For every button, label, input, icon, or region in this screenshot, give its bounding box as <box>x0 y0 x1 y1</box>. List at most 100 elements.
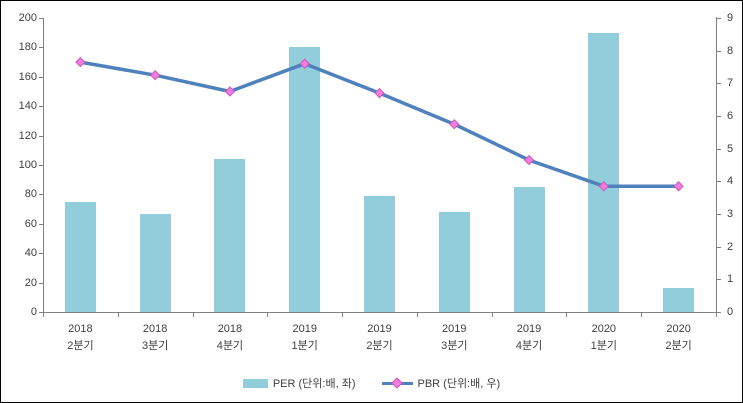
legend-label: PER (단위:배, 좌) <box>272 378 356 390</box>
pbr-marker <box>449 118 460 130</box>
pbr-line-layer <box>75 56 684 192</box>
left-axis-tick-label: 60 <box>24 217 37 230</box>
pbr-line <box>78 60 681 188</box>
per-bar <box>663 288 695 312</box>
x-axis-category-line: 2019 <box>367 323 392 335</box>
right-axis-tick-label: 6 <box>727 110 734 122</box>
left-axis-tick-label: 40 <box>24 247 37 260</box>
legend-pbr-line-sample <box>381 376 413 389</box>
right-axis-tick-label: 7 <box>727 77 734 90</box>
per-bar <box>139 213 171 312</box>
left-axis-tick-label: 100 <box>18 159 37 171</box>
x-axis-category-line: 2018 <box>217 323 243 335</box>
x-axis-category-line: 2020 <box>591 323 617 335</box>
per-bar <box>588 32 620 312</box>
x-axis-category-label: 2018 2분기 <box>43 321 118 355</box>
x-axis-tick <box>491 313 493 317</box>
x-axis-category-line: 2019 <box>292 323 317 335</box>
left-axis-tick <box>39 253 43 255</box>
pbr-marker <box>598 181 610 192</box>
x-axis-category-line: 2018 <box>142 323 168 335</box>
right-axis-tick <box>717 83 721 85</box>
right-axis-tick-label: 0 <box>727 306 734 318</box>
x-axis-category-label: 2019 1분기 <box>267 321 342 355</box>
x-axis-category-label: 2019 4분기 <box>492 321 567 355</box>
pbr-marker <box>224 86 236 97</box>
right-axis-tick-label: 8 <box>727 44 734 57</box>
right-axis-tick <box>717 279 721 281</box>
right-axis-tick-label: 4 <box>727 175 734 188</box>
per-bar <box>214 159 246 312</box>
x-axis-category-line: 1분기 <box>590 340 617 352</box>
x-axis-category-line: 1분기 <box>291 340 318 352</box>
x-axis-category-line: 2020 <box>666 323 691 335</box>
pbr-marker <box>149 69 161 81</box>
x-axis-tick <box>192 313 194 317</box>
per-bar <box>64 201 96 312</box>
pbr-marker <box>75 56 86 68</box>
pbr-marker <box>673 181 684 192</box>
x-axis-tick <box>641 313 643 317</box>
left-axis-tick-label: 160 <box>18 70 37 83</box>
right-axis-tick <box>717 148 721 150</box>
x-axis-category-line: 4분기 <box>515 340 543 352</box>
left-axis-tick <box>39 223 43 225</box>
x-axis-category-label: 2020 2분기 <box>641 321 716 355</box>
x-axis-tick <box>267 313 269 317</box>
pbr-marker <box>523 154 535 166</box>
x-axis-category-line: 2분기 <box>67 340 94 352</box>
left-axis-tick <box>39 106 43 108</box>
per-bar <box>364 195 395 312</box>
pbr-marker <box>299 58 310 69</box>
x-axis-category-line: 2분기 <box>366 340 393 352</box>
left-axis-tick <box>39 165 43 166</box>
x-axis-category-line: 2019 <box>442 323 467 335</box>
x-axis-tick <box>117 313 119 317</box>
left-axis-tick <box>39 135 43 137</box>
right-axis-tick-label: 3 <box>727 208 734 220</box>
legend-label: PBR (단위:배, 우) <box>417 378 501 390</box>
y-axis-line <box>43 18 44 312</box>
right-axis-tick <box>717 246 721 248</box>
right-axis-tick-label: 1 <box>727 273 734 286</box>
x-axis-category-line: 3분기 <box>141 340 169 352</box>
per-bar <box>289 47 321 312</box>
right-axis-tick <box>717 50 721 52</box>
left-axis-tick-label: 0 <box>30 306 37 318</box>
x-axis-category-line: 4분기 <box>216 340 244 352</box>
left-axis-tick-label: 20 <box>24 276 37 289</box>
legend-per-swatch <box>242 378 268 388</box>
x-axis-tick <box>416 313 418 317</box>
left-axis-tick <box>39 47 43 49</box>
x-axis-category-label: 2018 3분기 <box>118 321 193 355</box>
x-axis-category-label: 2020 1분기 <box>566 321 641 355</box>
left-axis-tick-label: 180 <box>18 41 37 54</box>
left-axis-tick <box>39 76 43 78</box>
left-axis-tick-label: 120 <box>18 129 37 142</box>
right-axis-tick-label: 9 <box>727 12 734 24</box>
legend: PER (단위:배, 좌) PBR (단위:배, 우) <box>1 372 742 394</box>
x-axis-category-line: 2018 <box>68 323 93 335</box>
x-axis-tick <box>716 313 717 317</box>
right-axis-tick <box>717 214 721 215</box>
per-bar <box>513 187 545 312</box>
x-axis-category-label: 2019 2분기 <box>342 321 417 355</box>
right-axis-tick <box>717 312 721 313</box>
legend-item: PER (단위:배, 좌) <box>242 375 356 391</box>
per-bar <box>438 212 470 312</box>
x-axis-category-label: 2019 3분기 <box>417 321 492 355</box>
x-axis-category-label: 2018 4분기 <box>193 321 268 355</box>
legend-pbr-marker <box>390 376 403 389</box>
right-axis-tick <box>717 181 721 183</box>
x-axis-tick <box>43 313 44 317</box>
left-axis-tick <box>39 312 43 313</box>
pbr-marker <box>374 87 385 99</box>
left-axis-tick <box>39 282 43 284</box>
x-axis-category-line: 2분기 <box>665 340 692 352</box>
x-axis-line <box>43 312 717 313</box>
x-axis-category-line: 2019 <box>516 323 542 335</box>
left-axis-tick <box>39 194 43 196</box>
right-axis-tick <box>717 18 721 19</box>
x-axis-tick <box>566 313 568 317</box>
